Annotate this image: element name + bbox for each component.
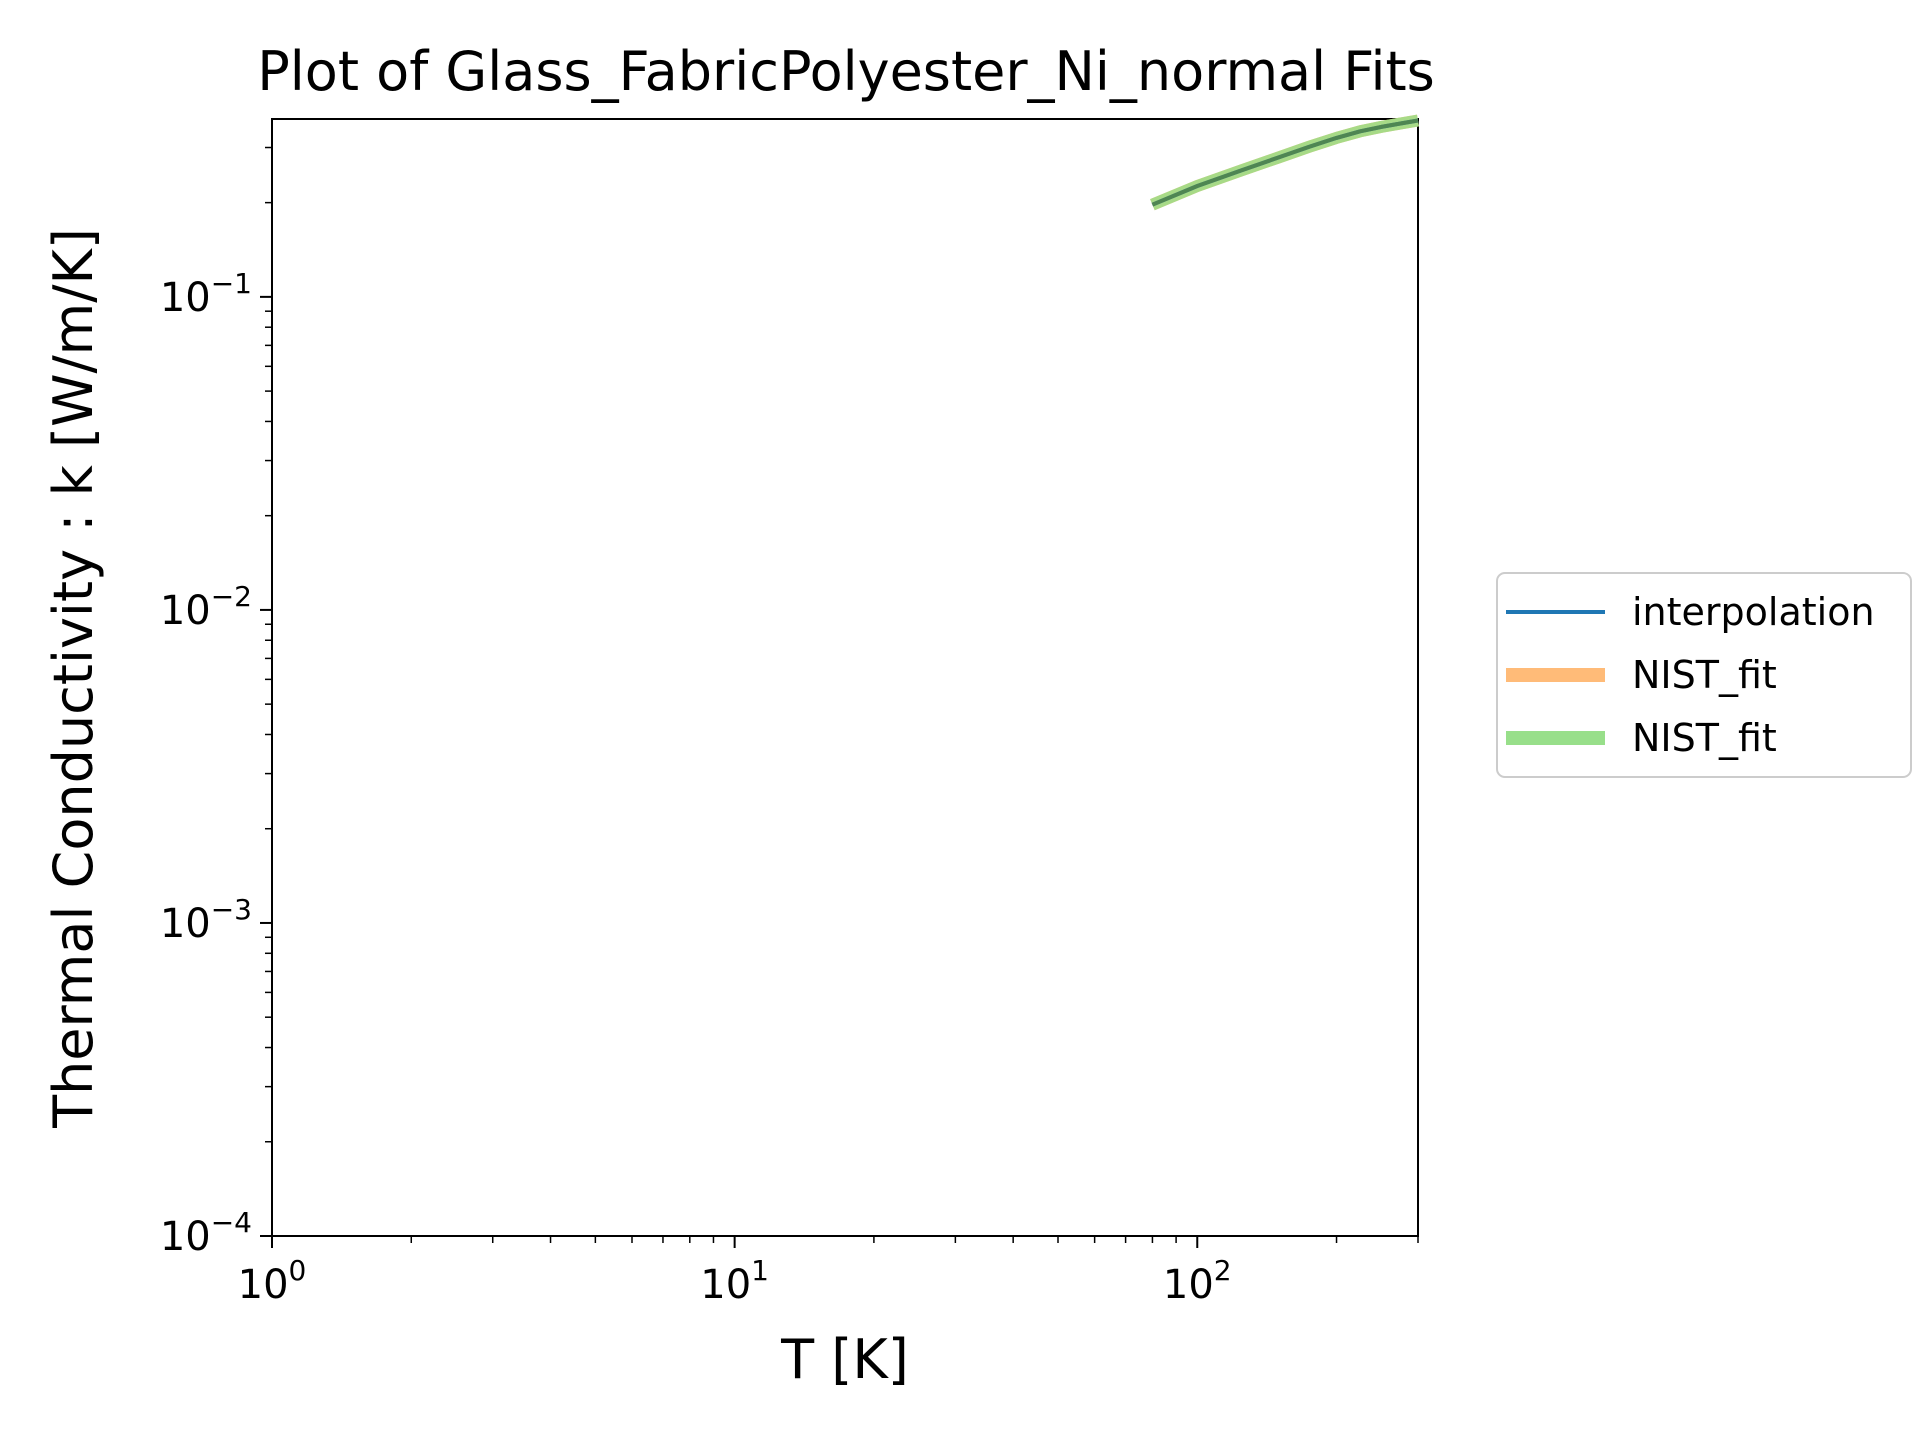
legend-frame — [1496, 572, 1912, 778]
y-tick-label: 10−2 — [160, 580, 252, 634]
legend: interpolation NIST_fit NIST_fit — [1496, 572, 1912, 778]
x-tick-label: 102 — [1163, 1254, 1232, 1308]
series-layer — [1150, 114, 1420, 211]
x-tick-label: 100 — [238, 1254, 307, 1308]
plot-area — [271, 118, 1419, 1237]
y-tick-label: 10−1 — [160, 267, 252, 321]
x-tick-label: 101 — [700, 1254, 769, 1308]
x-axis-title: T [K] — [780, 1328, 909, 1391]
ticks-layer: 100 101 102 10−4 10−3 10−2 10−1 — [160, 146, 1419, 1308]
legend-label-0: interpolation — [1632, 590, 1875, 634]
axes-frame — [271, 118, 1419, 1237]
chart-title: Plot of Glass_FabricPolyester_Ni_normal … — [257, 40, 1435, 103]
y-axis-title: Thermal Conductivity : k [W/m/K] — [42, 228, 105, 1129]
series-overlap-line — [1151, 118, 1419, 207]
legend-label-1: NIST_fit — [1632, 653, 1777, 697]
legend-label-2: NIST_fit — [1632, 716, 1777, 760]
y-tick-label: 10−4 — [160, 1206, 252, 1260]
series-line-2 — [1150, 114, 1420, 211]
y-tick-label: 10−3 — [160, 893, 252, 947]
